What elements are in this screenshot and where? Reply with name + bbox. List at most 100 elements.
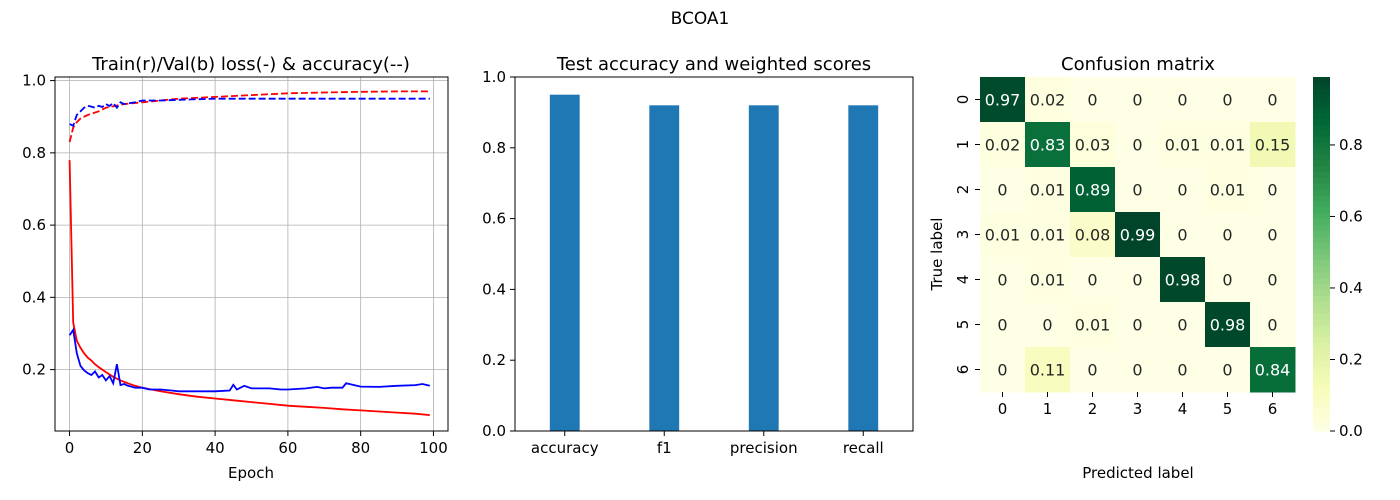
colorbar-segment — [1313, 377, 1330, 385]
matrix-cell-value: 0.84 — [1255, 361, 1291, 380]
x-tick-label: 6 — [1268, 400, 1278, 418]
y-tick-label: 0 — [954, 95, 972, 105]
colorbar-segment — [1313, 336, 1330, 344]
y-tick-label: 6 — [954, 365, 972, 375]
colorbar-segment — [1313, 342, 1330, 349]
matrix-cell — [1250, 347, 1296, 393]
matrix-cell-value: 0.01 — [985, 226, 1021, 245]
y-tick-label: 1.0 — [482, 68, 506, 86]
colorbar-segment — [1313, 118, 1330, 125]
matrix-cell-value: 0.01 — [1075, 316, 1111, 335]
matrix-cell — [980, 77, 1026, 123]
colorbar-segment — [1313, 236, 1330, 243]
matrix-cell — [1205, 257, 1251, 303]
confusion-matrix-ylabel: True label — [928, 218, 946, 292]
x-tick-label: 1 — [1043, 400, 1053, 418]
matrix-cell — [980, 167, 1026, 213]
matrix-cell — [1070, 77, 1116, 123]
matrix-cell — [1205, 77, 1251, 123]
y-tick-label: 0.2 — [482, 351, 506, 369]
colorbar-segment — [1313, 413, 1330, 420]
matrix-cell — [1070, 257, 1116, 303]
colorbar-segment — [1313, 307, 1330, 314]
matrix-cell-value: 0 — [1042, 316, 1052, 335]
colorbar-segment — [1313, 295, 1330, 302]
loss-accuracy-title: Train(r)/Val(b) loss(-) & accuracy(--) — [91, 54, 410, 75]
matrix-cell — [1205, 122, 1251, 168]
matrix-cell — [1160, 257, 1206, 303]
x-tick-label: 4 — [1178, 400, 1188, 418]
matrix-cell — [1250, 77, 1296, 123]
matrix-cell-value: 0 — [1177, 361, 1187, 380]
matrix-cell — [1115, 212, 1161, 258]
matrix-cell — [1025, 122, 1071, 168]
confusion-matrix-xlabel: Predicted label — [1082, 464, 1193, 482]
colorbar-segment — [1313, 200, 1330, 208]
matrix-cell-value: 0 — [1087, 271, 1097, 290]
matrix-cell-value: 0.98 — [1210, 316, 1246, 335]
colorbar-segment — [1313, 259, 1330, 267]
matrix-cell-value: 0 — [1222, 271, 1232, 290]
colorbar-segment — [1313, 313, 1330, 320]
matrix-cell-value: 0.08 — [1075, 226, 1111, 245]
x-tick-label: accuracy — [531, 439, 599, 457]
colorbar-segment — [1313, 159, 1330, 167]
bar-f1 — [649, 105, 680, 431]
colorbar-segment — [1313, 254, 1330, 261]
x-tick-label: 80 — [351, 439, 370, 457]
x-tick-label: recall — [843, 439, 884, 457]
matrix-cell — [1250, 257, 1296, 303]
matrix-cell-value: 0 — [1267, 181, 1277, 200]
matrix-cell — [1070, 167, 1116, 213]
matrix-cell — [1250, 122, 1296, 168]
loss-accuracy-y-ticks: 0.2 0.4 0.6 0.8 1.0 — [22, 72, 55, 379]
colorbar-segment — [1313, 171, 1330, 178]
matrix-cell — [1250, 302, 1296, 348]
matrix-cell-value: 0.01 — [1030, 181, 1066, 200]
matrix-cell — [1070, 212, 1116, 258]
matrix-cell-value: 0.98 — [1165, 271, 1201, 290]
colorbar-segment — [1313, 395, 1330, 403]
matrix-cell-value: 0.11 — [1030, 361, 1066, 380]
colorbar-segment — [1313, 147, 1330, 155]
x-tick-label: 0 — [998, 400, 1008, 418]
matrix-cell-value: 0 — [1177, 181, 1187, 200]
bar-accuracy — [549, 94, 580, 431]
y-tick-label: 0.6 — [22, 216, 46, 234]
colorbar-segment — [1313, 242, 1330, 249]
x-tick-label: 60 — [278, 439, 297, 457]
matrix-cell — [1160, 122, 1206, 168]
matrix-cell — [980, 257, 1026, 303]
y-tick-label: 1 — [954, 140, 972, 150]
matrix-cell — [1250, 212, 1296, 258]
matrix-cell — [1025, 212, 1071, 258]
colorbar-segment — [1313, 130, 1330, 137]
matrix-cell-value: 0 — [1177, 226, 1187, 245]
colorbar-segment — [1313, 124, 1330, 131]
confusion-matrix-colorbar: 0.0 0.2 0.4 0.6 0.8 — [1313, 77, 1363, 440]
matrix-cell-value: 0.15 — [1255, 136, 1291, 155]
matrix-cell — [1025, 302, 1071, 348]
x-tick-label: 20 — [133, 439, 152, 457]
colorbar-segment — [1313, 206, 1330, 214]
colorbar-segment — [1313, 318, 1330, 326]
matrix-cell-value: 0.01 — [1210, 181, 1246, 200]
colorbar-segment — [1313, 425, 1330, 432]
matrix-cell-value: 0 — [997, 181, 1007, 200]
colorbar-segment — [1313, 112, 1330, 119]
matrix-cell — [1025, 257, 1071, 303]
x-tick-label: precision — [730, 439, 798, 457]
matrix-cell — [980, 212, 1026, 258]
colorbar-segment — [1313, 372, 1330, 379]
y-tick-label: 0.2 — [22, 361, 46, 379]
confusion-matrix-cells: 0.97 0.02 0 0 0 0 0 0.02 0.83 0.03 0 0.01 0.01 0.15 0 0… — [980, 77, 1296, 393]
matrix-cell-value: 0 — [1087, 91, 1097, 110]
matrix-cell — [1205, 302, 1251, 348]
confusion-matrix-x-ticks: 0 1 2 3 4 5 6 — [998, 392, 1278, 418]
confusion-matrix-chart: Confusion matrix 0.97 0.02 0 0 0 0 00.02 0.83 0.… — [928, 54, 1363, 482]
colorbar-segment — [1313, 289, 1330, 296]
matrix-cell-value: 0 — [1267, 316, 1277, 335]
colorbar-segment — [1313, 106, 1330, 113]
colorbar-segment — [1313, 82, 1330, 90]
